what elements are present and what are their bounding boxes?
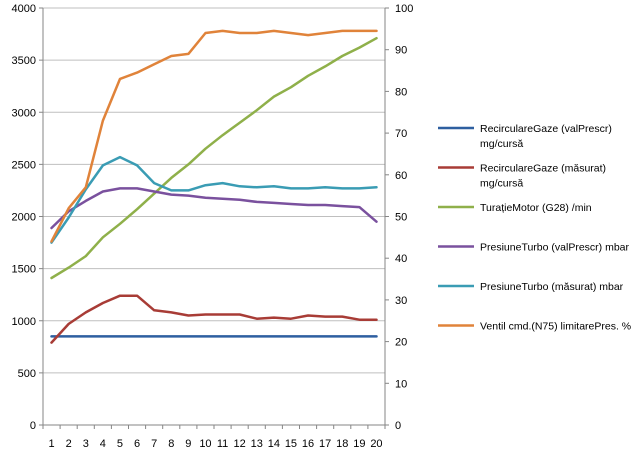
x-axis-tick-label: 15: [285, 438, 297, 450]
grid-lines: [43, 7, 385, 374]
right-axis-tick-label: 0: [395, 420, 401, 432]
series-line-2: [50, 294, 378, 344]
left-axis-tick-label: 0: [30, 420, 36, 432]
x-axis-tick-label: 18: [336, 438, 348, 450]
x-axis-tick-label: 3: [83, 438, 89, 450]
right-axis-tick-label: 90: [395, 45, 407, 57]
right-axis-tick-label: 100: [395, 3, 413, 15]
x-axis-tick-label: 13: [251, 438, 263, 450]
x-axis-tick-label: 14: [268, 438, 280, 450]
legend-label-1: RecirculareGaze (valPrescr): [480, 123, 612, 135]
series-line-5: [50, 155, 378, 244]
axes: 0 500 1000 1500 2000 2500 3000 3500 4000 0 10 20 30 4…: [12, 3, 414, 450]
series-line-4: [50, 187, 378, 230]
x-axis-tick-label: 10: [199, 438, 211, 450]
right-axis-tick-label: 10: [395, 378, 407, 390]
series-lines: [50, 29, 378, 344]
legend-label-2: RecirculareGaze (măsurat): [480, 163, 606, 175]
x-axis-tick-label: 1: [48, 438, 54, 450]
x-axis-tick-label: 16: [302, 438, 314, 450]
legend-label-3: TurațieMotor (G28) /min: [480, 202, 592, 214]
left-axis-tick-label: 2500: [12, 159, 36, 171]
x-axis-tick-label: 4: [100, 438, 106, 450]
x-axis-tick-label: 9: [185, 438, 191, 450]
x-axis-tick-label: 8: [168, 438, 174, 450]
x-axis-tick-label: 11: [217, 438, 228, 450]
legend-label-4: PresiuneTurbo (valPrescr) mbar: [480, 242, 629, 254]
series-line-6: [50, 29, 378, 243]
series-line-3: [50, 36, 378, 280]
x-axis-tick-label: 20: [370, 438, 382, 450]
right-axis-tick-label: 30: [395, 295, 407, 307]
legend-label-5: PresiuneTurbo (măsurat) mbar: [480, 281, 624, 293]
x-axis-tick-label: 17: [319, 438, 331, 450]
left-axis-tick-label: 3000: [12, 107, 36, 119]
x-axis-tick-label: 7: [151, 438, 157, 450]
left-axis-tick-label: 4000: [12, 3, 36, 15]
left-axis-tick-label: 500: [18, 368, 36, 380]
legend-label-6: Ventil cmd.(N75) limitarePres. %: [480, 321, 631, 333]
x-axis-tick-label: 5: [117, 438, 123, 450]
legend-unit-1: mg/cursă: [480, 138, 523, 150]
right-axis-tick-label: 20: [395, 337, 407, 349]
legend: RecirculareGaze (valPrescr) mg/cursă Recir…: [438, 123, 631, 333]
x-axis-tick-label: 19: [353, 438, 365, 450]
x-axis-tick-label: 12: [234, 438, 246, 450]
legend-unit-2: mg/cursă: [480, 178, 523, 190]
right-axis-tick-label: 40: [395, 253, 407, 265]
left-axis-tick-label: 1500: [12, 264, 36, 276]
right-axis-tick-label: 60: [395, 170, 407, 182]
left-axis-tick-label: 2000: [12, 212, 36, 224]
left-axis-tick-label: 3500: [12, 55, 36, 67]
right-axis-tick-label: 50: [395, 212, 407, 224]
left-axis-tick-label: 1000: [12, 316, 36, 328]
right-axis-tick-label: 80: [395, 86, 407, 98]
right-axis-tick-label: 70: [395, 128, 407, 140]
x-axis-tick-label: 6: [134, 438, 140, 450]
x-axis-tick-label: 2: [66, 438, 72, 450]
